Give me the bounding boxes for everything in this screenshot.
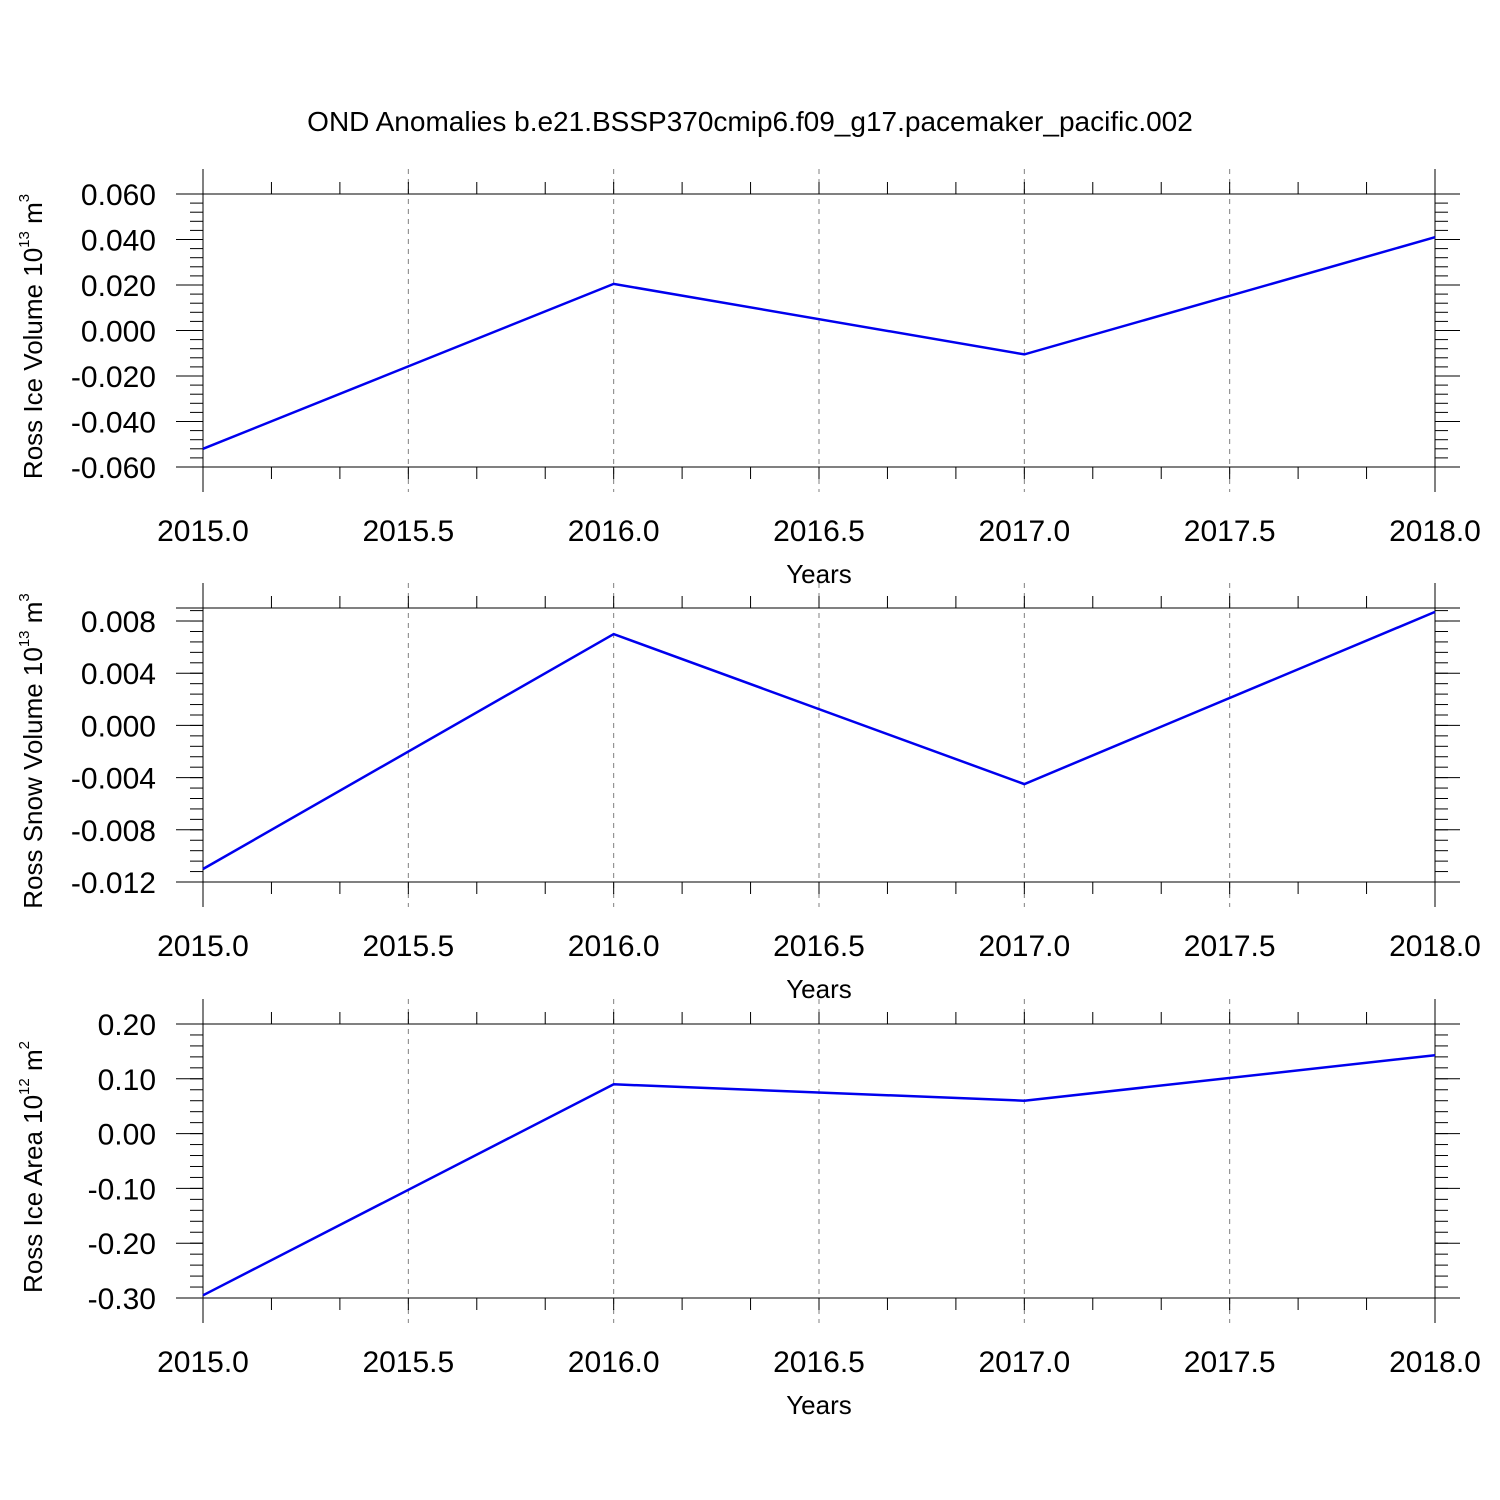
x-tick-label: 2016.5 <box>773 515 865 548</box>
y-tick-label: -0.30 <box>88 1283 156 1316</box>
data-series-line <box>202 1053 1436 1297</box>
data-series-line <box>202 235 1436 450</box>
y-tick-label: -0.10 <box>88 1173 156 1206</box>
x-tick-label: 2016.5 <box>773 1346 865 1379</box>
y-axis-title-text: Ross Ice Volume 10 <box>18 248 48 479</box>
y-tick-label: -0.008 <box>71 815 156 848</box>
y-tick-label: 0.000 <box>81 710 156 743</box>
y-axis-title-text: m <box>18 1049 48 1078</box>
y-tick-label: -0.060 <box>71 452 156 485</box>
y-axis-title-superscript: 13 <box>16 630 33 647</box>
y-tick-label: -0.004 <box>71 763 156 796</box>
y-tick-label: 0.004 <box>81 658 156 691</box>
x-tick-label: 2016.0 <box>568 1346 660 1379</box>
x-tick-label: 2016.5 <box>773 930 865 963</box>
x-tick-label: 2017.5 <box>1184 515 1276 548</box>
y-axis-title-text: m <box>18 602 48 631</box>
x-tick-label: 2015.0 <box>157 515 249 548</box>
y-tick-label: 0.060 <box>81 179 156 212</box>
y-tick-label: 0.20 <box>98 1009 156 1042</box>
y-tick-label: 0.10 <box>98 1064 156 1097</box>
y-tick-label: 0.008 <box>81 606 156 639</box>
y-axis-title-text: Ross Ice Area 10 <box>18 1095 48 1293</box>
figure-title: OND Anomalies b.e21.BSSP370cmip6.f09_g17… <box>307 106 1193 137</box>
x-tick-label: 2017.5 <box>1184 930 1276 963</box>
x-tick-label: 2018.0 <box>1389 515 1481 548</box>
data-series-line <box>202 610 1436 871</box>
y-axis-title: Ross Ice Volume 1013 m3 <box>16 194 48 479</box>
x-tick-label: 2018.0 <box>1389 1346 1481 1379</box>
x-axis-title: Years <box>786 1390 852 1420</box>
y-tick-label: 0.020 <box>81 270 156 303</box>
x-tick-label: 2016.0 <box>568 515 660 548</box>
y-axis-title-superscript: 3 <box>16 593 33 601</box>
x-tick-label: 2015.5 <box>362 1346 454 1379</box>
y-tick-label: -0.020 <box>71 361 156 394</box>
x-tick-label: 2018.0 <box>1389 930 1481 963</box>
y-tick-label: -0.040 <box>71 407 156 440</box>
panels: 0.0600.0400.0200.000-0.020-0.040-0.06020… <box>16 169 1481 1420</box>
x-tick-label: 2017.0 <box>978 515 1070 548</box>
y-tick-label: -0.012 <box>71 867 156 900</box>
x-tick-label: 2015.5 <box>362 515 454 548</box>
y-axis-title-superscript: 3 <box>16 194 33 202</box>
y-axis-title-text: Ross Snow Volume 10 <box>18 647 48 909</box>
y-axis-title: Ross Ice Area 1012 m2 <box>16 1041 48 1293</box>
x-tick-label: 2015.5 <box>362 930 454 963</box>
x-tick-label: 2017.0 <box>978 1346 1070 1379</box>
y-axis-title-text: m <box>18 202 48 231</box>
y-axis-title: Ross Snow Volume 1013 m3 <box>16 593 48 909</box>
x-tick-label: 2015.0 <box>157 930 249 963</box>
x-tick-label: 2017.0 <box>978 930 1070 963</box>
y-tick-label: 0.040 <box>81 225 156 258</box>
y-axis-title-superscript: 2 <box>16 1041 33 1049</box>
y-tick-label: -0.20 <box>88 1228 156 1261</box>
y-tick-label: 0.000 <box>81 316 156 349</box>
y-tick-label: 0.00 <box>98 1119 156 1152</box>
y-axis-title-superscript: 13 <box>16 231 33 248</box>
x-tick-label: 2015.0 <box>157 1346 249 1379</box>
x-tick-label: 2016.0 <box>568 930 660 963</box>
y-axis-title-superscript: 12 <box>16 1078 33 1095</box>
chart-panel-1: 0.0600.0400.0200.000-0.020-0.040-0.06020… <box>16 169 1481 589</box>
x-tick-label: 2017.5 <box>1184 1346 1276 1379</box>
